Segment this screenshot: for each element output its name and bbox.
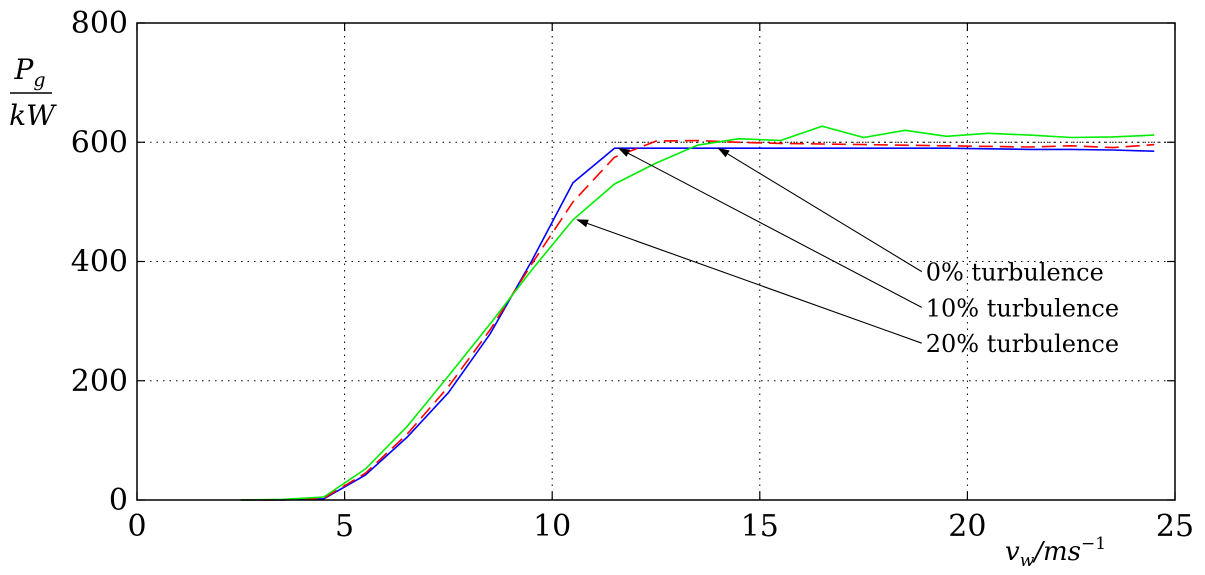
y-tick-label: 400 xyxy=(71,245,128,280)
x-tick-label: 15 xyxy=(741,509,779,544)
y-label-num-base: P xyxy=(13,53,34,86)
series-line-20pct xyxy=(240,125,1155,501)
annotation-label: 0% turbulence xyxy=(926,259,1104,287)
x-tick-label: 5 xyxy=(335,509,354,544)
grid xyxy=(137,23,1175,500)
x-tick-label: 20 xyxy=(948,509,986,544)
y-axis-label: Pg kW xyxy=(9,53,57,132)
annotation-label: 10% turbulence xyxy=(926,294,1119,322)
svg-text:Pg: Pg xyxy=(13,53,45,91)
y-tick-label: 800 xyxy=(71,6,128,41)
annotation-arrow xyxy=(576,219,922,344)
x-tick-label: 25 xyxy=(1156,509,1194,544)
y-tick-label: 600 xyxy=(71,125,128,160)
ticks: 0 5 10 15 20 25 0 200 400 600 800 xyxy=(71,6,1194,544)
annotation-label: 20% turbulence xyxy=(926,330,1119,358)
x-tick-label: 0 xyxy=(127,509,146,544)
series-line-0pct xyxy=(240,147,1155,501)
y-tick-label: 200 xyxy=(71,364,128,399)
annotation-arrow xyxy=(617,147,922,308)
y-tick-label: 0 xyxy=(109,483,128,518)
x-axis-label: vw/ms−1 xyxy=(1005,534,1106,571)
annotations: 0% turbulence 10% turbulence 20% turbulenc… xyxy=(576,147,1119,358)
y-label-num-sub: g xyxy=(33,69,45,91)
annotation-arrow xyxy=(717,147,923,273)
series-group xyxy=(240,125,1175,501)
x-tick-label: 10 xyxy=(533,509,571,544)
y-label-den: kW xyxy=(9,99,57,132)
series-line-10pct xyxy=(240,139,1155,501)
